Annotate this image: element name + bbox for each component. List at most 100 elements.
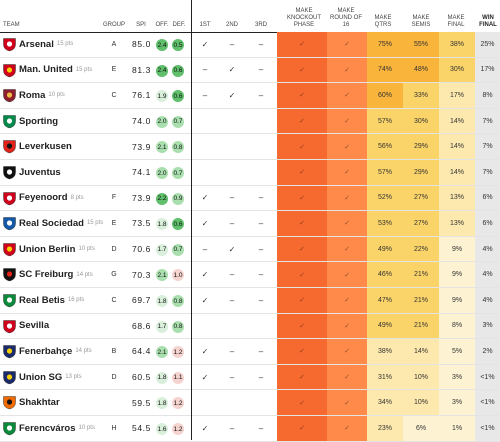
col-header-final[interactable]: MAKE FINAL <box>447 15 465 28</box>
make-qtrs-cell: 60% <box>367 83 403 108</box>
second-place-cell: ✓ <box>228 65 236 75</box>
table-row[interactable]: Union SG 13 pts D 60.5 1.8 1.1 ✓ – – ✓ ✓ 31% 10% 3% <1… <box>0 364 500 391</box>
make-qtrs-cell: 46% <box>367 262 403 287</box>
table-row[interactable]: Leverkusen 73.9 2.1 0.8 ✓ ✓ 56% 29% 14% 7% <box>0 134 500 160</box>
table-row[interactable]: Juventus 74.1 2.0 0.7 ✓ ✓ 57% 29% 14% 7% <box>0 160 500 186</box>
team-name[interactable]: Arsenal 15 pts <box>19 32 73 57</box>
make-qtrs-cell: 23% <box>367 416 403 441</box>
spi-cell: 73.9 <box>132 192 151 203</box>
team-name[interactable]: Sporting <box>19 109 61 134</box>
table-row[interactable]: Sporting 74.0 2.0 0.7 ✓ ✓ 57% 30% 14% 7% <box>0 108 500 135</box>
team-label: Sevilla <box>19 320 50 332</box>
make-qtrs-cell: 47% <box>367 288 403 313</box>
make-qtrs-cell: 31% <box>367 364 403 390</box>
table-row[interactable]: Roma 10 pts C 76.1 1.9 0.6– ✓ – ✓ ✓ 60% 33% 17% 8% <box>0 83 500 109</box>
team-name[interactable]: Real Sociedad 15 pts <box>19 211 103 236</box>
col-header-def[interactable]: DEF. <box>172 22 186 28</box>
team-label: Juventus <box>19 166 61 178</box>
table-row[interactable]: Real Sociedad 15 pts E 73.5 1.8 0.6 ✓ – – ✓ ✓ 53% 27… <box>0 211 500 237</box>
make-knockout-cell: ✓ <box>277 185 327 211</box>
table-row[interactable]: Real Betis 16 pts C 69.7 1.8 0.8 ✓ – – ✓ ✓ 47% 21% 9%… <box>0 288 500 314</box>
def-rating-badge: 0.8 <box>172 141 184 154</box>
make-semis-cell: 6% <box>403 416 439 441</box>
spi-cell: 81.3 <box>132 64 151 75</box>
col-header-2nd[interactable]: 2ND <box>225 22 238 28</box>
team-name[interactable]: Juventus <box>19 160 64 185</box>
table-row[interactable]: SC Freiburg 14 pts G 70.3 2.1 1.0 ✓ – – ✓ ✓ 46% 21% 9… <box>0 262 500 288</box>
win-final-cell: 25% <box>475 32 500 57</box>
make-semis-cell: 29% <box>403 134 439 159</box>
team-name[interactable]: Man. United 15 pts <box>19 58 92 83</box>
make-knockout-cell: ✓ <box>277 160 327 185</box>
off-rating-badge: 2.4 <box>156 64 168 77</box>
table-row[interactable]: Union Berlin 10 pts D 70.6 1.7 0.7– ✓ – ✓ ✓ 49% 22%… <box>0 236 500 263</box>
col-header-spi[interactable]: SPI <box>136 22 146 28</box>
table-row[interactable]: Feyenoord 8 pts F 73.9 2.2 0.9 ✓ – – ✓ ✓ 52% 27% 13% 6… <box>0 185 500 212</box>
team-name[interactable]: Shakhtar <box>19 390 63 415</box>
def-rating-badge: 0.9 <box>172 192 184 205</box>
table-row[interactable]: Shakhtar 59.5 1.8 1.2 ✓ ✓ 34% 10% 3% <1% <box>0 390 500 416</box>
second-place-cell <box>220 390 244 415</box>
team-name[interactable]: Leverkusen <box>19 134 75 159</box>
team-label: SC Freiburg <box>19 269 74 281</box>
def-rating-badge: 0.8 <box>172 295 184 307</box>
first-place-cell: ✓ <box>201 270 209 280</box>
team-label: Sporting <box>19 115 59 127</box>
make-semis-cell: 27% <box>403 185 439 211</box>
col-header-r16[interactable]: MAKE ROUND OF 16 <box>330 8 362 28</box>
team-name[interactable]: Fenerbahçe 14 pts <box>19 339 92 364</box>
make-round-of-16-cell: ✓ <box>327 160 367 185</box>
win-final-cell: 6% <box>475 185 500 211</box>
spi-cell: 54.5 <box>132 423 151 434</box>
col-header-3rd[interactable]: 3RD <box>254 22 267 28</box>
make-final-cell: 9% <box>439 288 475 313</box>
team-name[interactable]: Sevilla <box>19 314 52 339</box>
make-semis-cell: 55% <box>403 32 439 57</box>
col-header-1st[interactable]: 1ST <box>199 22 211 28</box>
def-rating-badge: 0.7 <box>172 167 184 179</box>
table-row[interactable]: Ferencváros 10 pts H 54.5 1.6 1.2 ✓ – – ✓ ✓ 23% 6% 1%… <box>0 416 500 442</box>
table-row[interactable]: Man. United 15 pts E 81.3 2.4 0.6– ✓ – ✓ ✓ 74% 48% 3… <box>0 57 500 84</box>
make-round-of-16-cell: ✓ <box>327 262 367 287</box>
team-name[interactable]: Real Betis 16 pts <box>19 288 84 313</box>
col-header-off[interactable]: OFF. <box>155 22 169 28</box>
make-round-of-16-cell: ✓ <box>327 108 367 134</box>
make-round-of-16-cell: ✓ <box>327 236 367 262</box>
def-rating-badge: 1.0 <box>172 269 184 282</box>
third-place-cell: – <box>258 218 264 228</box>
col-header-group[interactable]: GROUP <box>102 22 125 28</box>
team-label: Feyenoord <box>19 192 68 204</box>
make-final-cell: 38% <box>439 32 475 57</box>
col-header-semis[interactable]: MAKE SEMIS <box>411 15 431 28</box>
off-rating-badge: 1.7 <box>156 243 168 256</box>
spi-cell: 73.9 <box>132 141 151 152</box>
col-header-win[interactable]: WIN FINAL <box>479 15 497 28</box>
group-cell <box>104 134 124 159</box>
team-label: Fenerbahçe <box>19 345 73 357</box>
make-round-of-16-cell: ✓ <box>327 390 367 415</box>
make-semis-cell: 21% <box>403 313 439 339</box>
union-sg-crest-icon <box>3 371 16 385</box>
col-header-ko[interactable]: MAKE KNOCKOUT PHASE <box>286 8 321 28</box>
make-semis-cell: 27% <box>403 211 439 236</box>
second-place-cell: – <box>229 39 235 49</box>
team-name[interactable]: Ferencváros 10 pts <box>19 416 95 441</box>
table-row[interactable]: Sevilla 68.6 1.7 0.8 ✓ ✓ 49% 21% 8% 3% <box>0 313 500 340</box>
team-name[interactable]: SC Freiburg 14 pts <box>19 262 93 287</box>
team-name[interactable]: Union SG 13 pts <box>19 365 82 390</box>
make-final-cell: 13% <box>439 211 475 236</box>
team-name[interactable]: Union Berlin 10 pts <box>19 237 95 262</box>
group-cell: C <box>111 296 117 304</box>
col-header-qtrs[interactable]: MAKE QTRS <box>374 15 392 28</box>
feyenoord-crest-icon <box>3 191 16 205</box>
first-place-cell: – <box>202 244 208 254</box>
table-row[interactable]: Arsenal 15 pts A 85.0 2.4 0.5 ✓ – – ✓ ✓ 75% 55% 38% 25… <box>0 32 500 58</box>
team-name[interactable]: Roma 10 pts <box>19 83 65 108</box>
team-name[interactable]: Feyenoord 8 pts <box>19 186 84 211</box>
make-semis-cell: 22% <box>403 236 439 262</box>
col-header-team[interactable]: TEAM <box>3 22 20 28</box>
make-semis-cell: 10% <box>403 390 439 415</box>
make-qtrs-cell: 74% <box>367 57 403 83</box>
table-row[interactable]: Fenerbahçe 14 pts B 64.4 2.1 1.2 ✓ – – ✓ ✓ 38% 14% 5%… <box>0 339 500 365</box>
group-cell: E <box>111 219 117 227</box>
